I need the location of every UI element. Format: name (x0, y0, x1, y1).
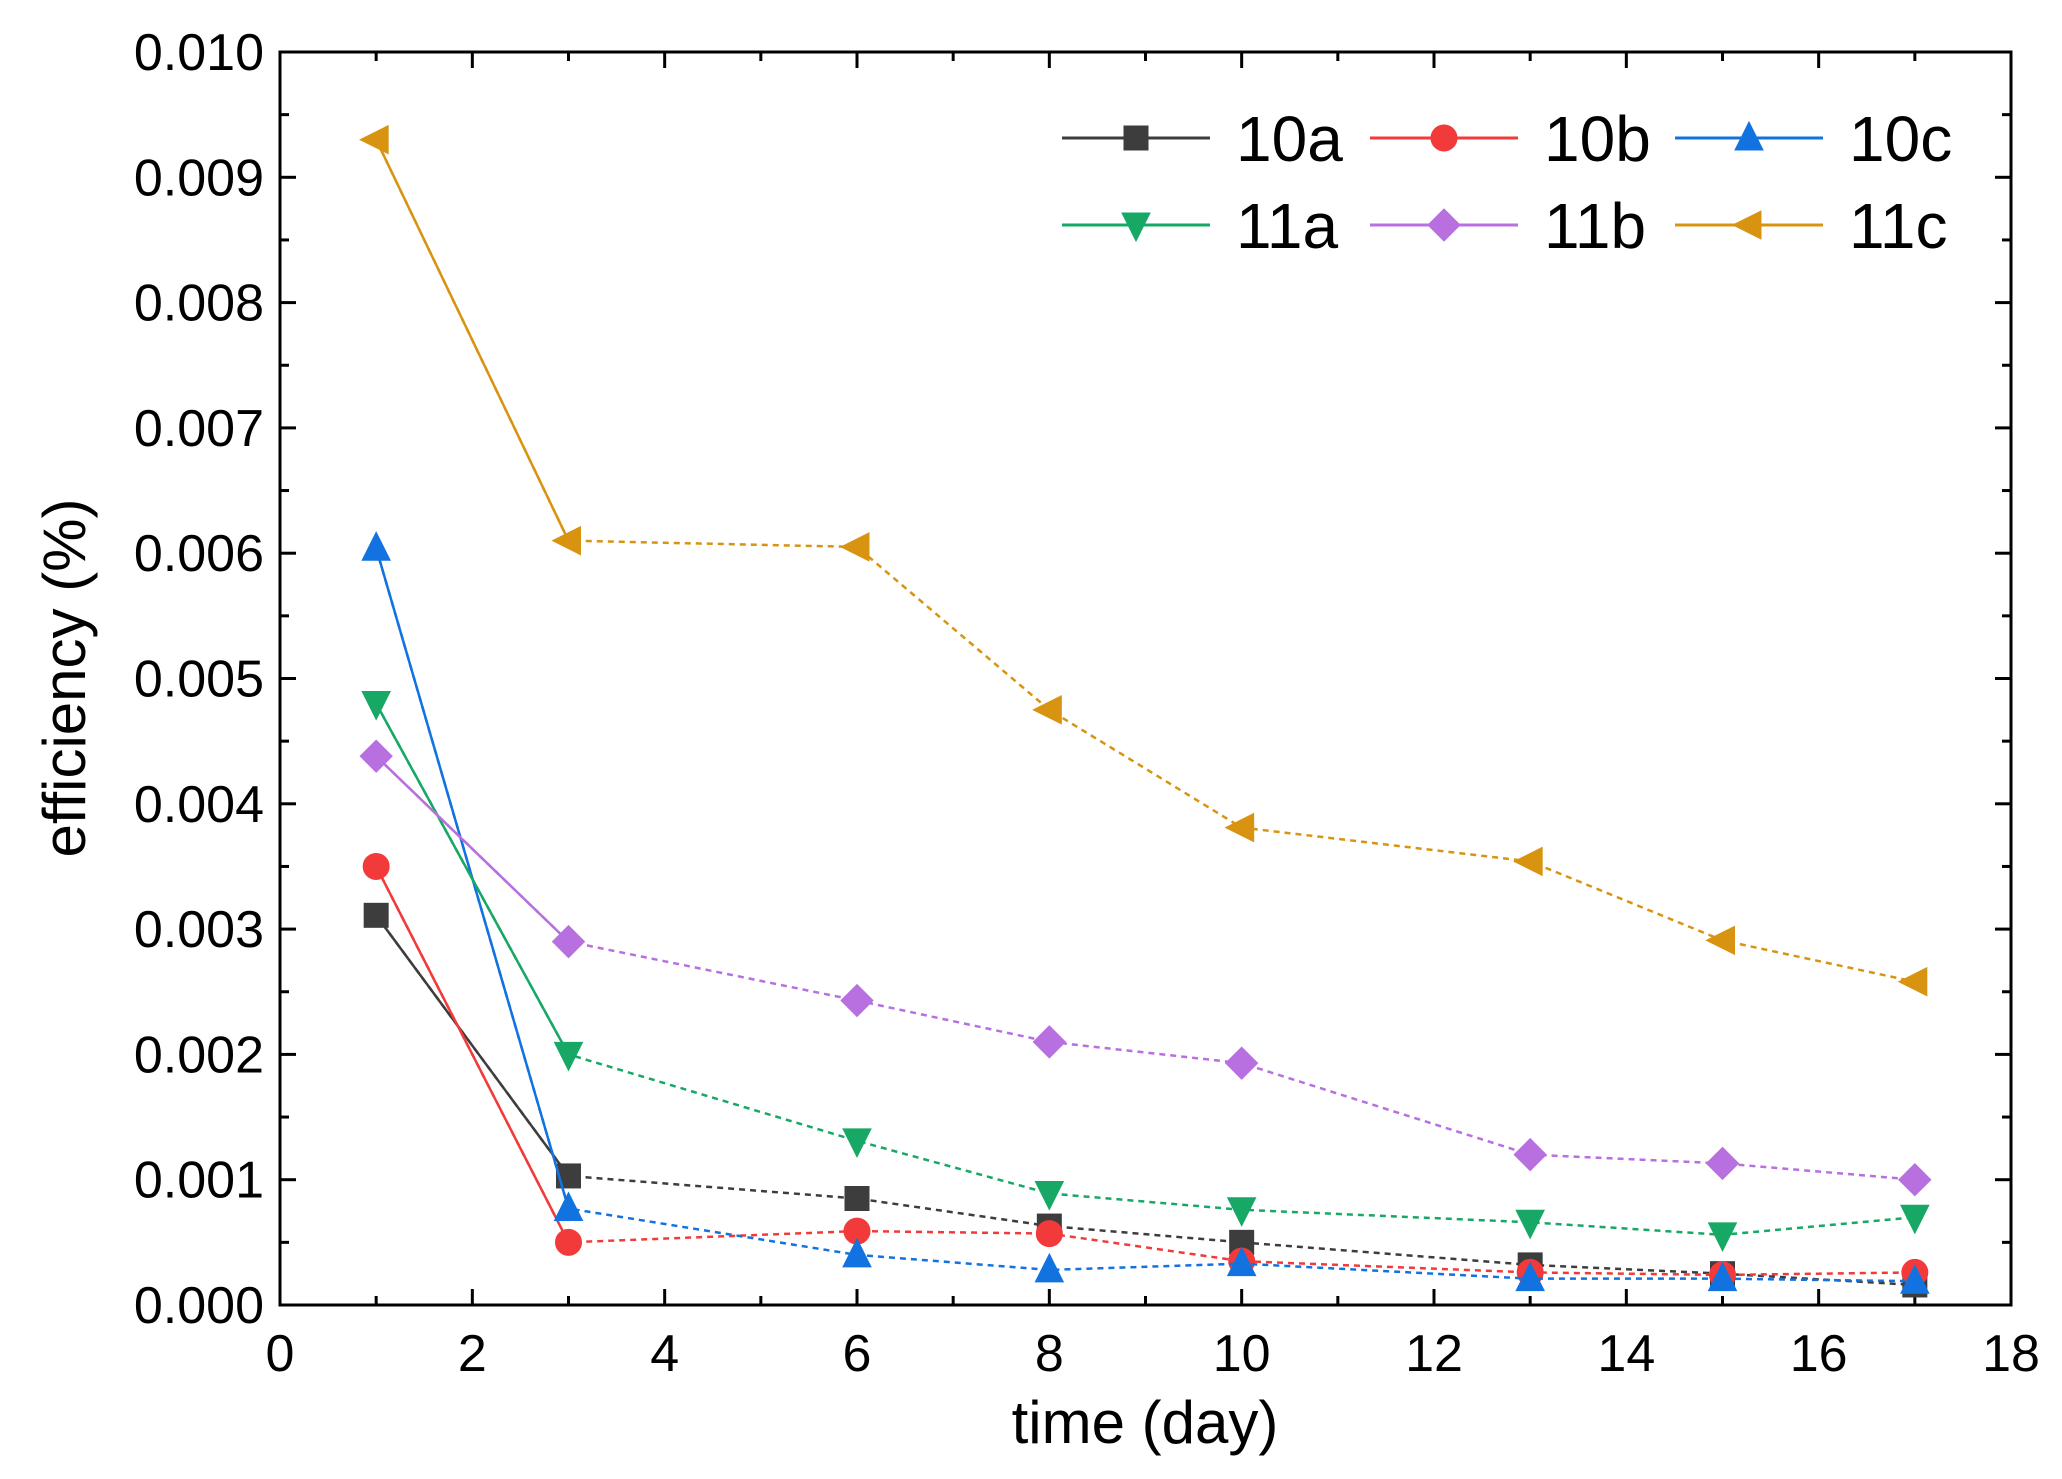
legend-label: 11a (1236, 190, 1338, 262)
series-first-segment-11b (375, 755, 570, 943)
series-line-10c (374, 547, 1915, 1283)
data-point-10c (1226, 1246, 1257, 1277)
data-point-10c (1900, 1264, 1930, 1294)
y-tick-label: 0.001 (134, 1152, 264, 1210)
series-10c (361, 531, 1930, 1294)
data-point-10c (1034, 1252, 1065, 1283)
data-point-11a (1034, 1180, 1065, 1211)
x-tick-label: 14 (1597, 1325, 1655, 1383)
legend-item-11c: 11c (1675, 190, 1947, 262)
y-tick-label: 0.009 (134, 149, 264, 207)
series-layer (359, 124, 1932, 1298)
data-point-10c (553, 1191, 584, 1222)
y-tick-label: 0.008 (134, 275, 264, 333)
legend-marker (1734, 120, 1764, 151)
legend-label: 11c (1849, 190, 1947, 262)
series-first-segment-11c (375, 139, 570, 542)
series-10a (363, 902, 1928, 1298)
data-point-10c (1515, 1261, 1545, 1292)
x-tick-label: 4 (650, 1325, 679, 1383)
data-point-10c (361, 531, 391, 561)
series-11b (359, 739, 1932, 1197)
series-line-10a (375, 914, 1915, 1287)
legend-marker (1430, 124, 1458, 152)
data-point-11b (1705, 1146, 1740, 1181)
legend-label: 11b (1544, 190, 1646, 262)
data-point-10c (842, 1237, 872, 1268)
legend-label: 10b (1544, 103, 1651, 175)
series-line-11a (375, 702, 1915, 1237)
x-tick-label: 12 (1405, 1325, 1463, 1383)
data-point-10c (1707, 1261, 1738, 1292)
series-line-11b (375, 755, 1915, 1181)
data-point-11b (359, 739, 393, 773)
x-tick-label: 16 (1790, 1325, 1848, 1383)
y-axis-title: efficiency (%) (31, 498, 98, 857)
data-point-11c (551, 525, 581, 556)
data-point-10a (363, 902, 389, 928)
y-tick-label: 0.003 (134, 901, 264, 959)
x-tick-label: 8 (1035, 1325, 1064, 1383)
legend-label: 10c (1849, 103, 1952, 175)
series-first-segment-11a (375, 702, 570, 1056)
data-point-11b (1898, 1162, 1932, 1197)
data-point-11c (1032, 695, 1062, 725)
y-tick-label: 0.002 (134, 1026, 264, 1084)
data-point-11c (1513, 846, 1543, 877)
legend-marker (1123, 125, 1149, 151)
data-point-11b (1513, 1137, 1547, 1172)
data-point-11c (1897, 966, 1928, 997)
y-tick-label: 0.007 (134, 400, 264, 458)
data-point-11a (1707, 1222, 1738, 1252)
data-point-11a (553, 1041, 584, 1072)
ticks-layer: 0 2 4 6 8 10 12 14 16 18 0.000 0.001 0.002 0.003 0.004… (134, 24, 2040, 1383)
x-tick-label: 10 (1213, 1325, 1271, 1383)
data-point-11c (1224, 812, 1255, 843)
data-point-11a (1226, 1197, 1257, 1227)
legend-item-11a: 11a (1062, 190, 1338, 262)
x-tick-label: 6 (843, 1325, 872, 1383)
series-first-segment-10a (375, 914, 570, 1177)
y-tick-label: 0.006 (134, 525, 264, 583)
legend: 10a 10b 10c 11a 11b 11c (1062, 103, 1952, 262)
legend-item-10b: 10b (1370, 103, 1651, 175)
series-first-segment-10b (375, 865, 570, 1243)
legend-marker (1427, 208, 1461, 242)
data-point-11b (1032, 1025, 1067, 1059)
data-point-10b (1035, 1220, 1063, 1248)
data-point-11c (839, 532, 870, 562)
data-point-11b (551, 924, 586, 959)
y-tick-label: 0.000 (134, 1277, 264, 1335)
y-tick-label: 0.004 (134, 776, 264, 834)
data-point-10a (844, 1185, 870, 1211)
data-point-11c (1705, 925, 1735, 956)
data-point-11b (1224, 1046, 1259, 1080)
legend-item-10a: 10a (1062, 103, 1343, 175)
legend-marker (1731, 210, 1762, 240)
series-10b (362, 852, 1929, 1289)
legend-marker (1121, 212, 1151, 243)
plot-frame (278, 50, 2013, 1307)
data-point-10b (555, 1228, 582, 1256)
x-tick-label: 18 (1982, 1325, 2040, 1383)
x-tick-label: 2 (458, 1325, 487, 1383)
data-point-11a (842, 1128, 872, 1158)
legend-item-10c: 10c (1675, 103, 1952, 175)
series-11a (361, 691, 1930, 1252)
series-11c (359, 124, 1928, 997)
data-point-11a (361, 691, 391, 721)
data-point-11b (840, 983, 874, 1018)
legend-item-11b: 11b (1370, 190, 1646, 262)
x-tick-label: 0 (266, 1325, 295, 1383)
data-point-11a (1900, 1204, 1930, 1235)
data-point-11c (359, 124, 389, 155)
y-tick-label: 0.005 (134, 651, 264, 709)
y-tick-label: 0.010 (134, 24, 264, 82)
series-line-11c (375, 139, 1916, 983)
data-point-10b (362, 852, 390, 880)
legend-label: 10a (1236, 103, 1343, 175)
x-axis-title: time (day) (1012, 1389, 1279, 1456)
data-point-11a (1515, 1209, 1545, 1240)
